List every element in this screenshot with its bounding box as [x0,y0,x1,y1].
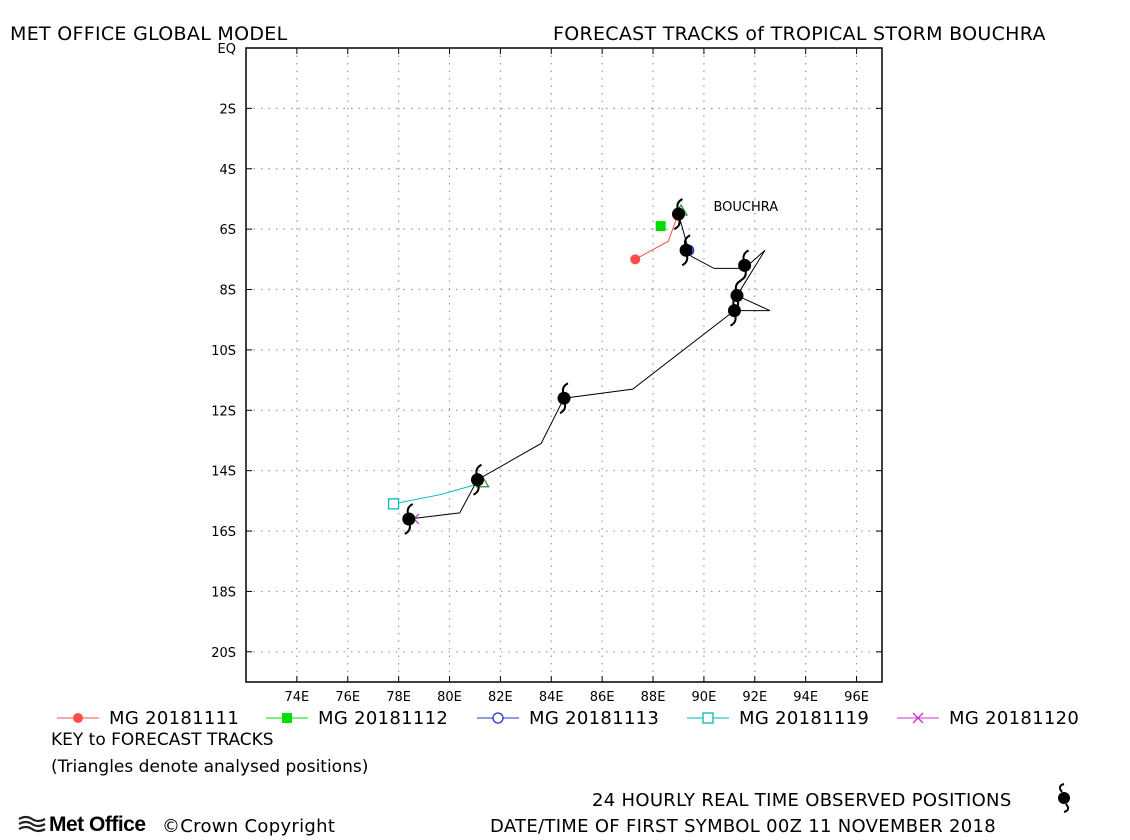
forecast-start-marker [655,221,666,232]
lat-tick-label: 20S [211,646,236,661]
forecast-start-marker [387,498,400,510]
legend-label: MG 20181112 [318,708,449,729]
lat-tick-label: 18S [211,585,236,600]
lon-tick-label: 92E [742,690,767,705]
met-office-logo: Met Office [18,813,146,837]
legend-label: MG 20181113 [529,708,660,729]
observed-track-layer [408,213,771,520]
cyclone-symbol-icon [1058,783,1070,813]
lon-tick-label: 88E [641,690,666,705]
lon-tick-label: 86E [590,690,615,705]
lat-tick-label: 16S [211,525,236,540]
lat-tick-label: 10S [211,344,236,359]
lat-tick-label: 6S [219,223,236,238]
met-office-wave-icon [18,815,46,833]
lon-tick-label: 82E [488,690,513,705]
cyclone-symbol [727,294,741,327]
map-frame [245,47,883,683]
legend-label: MG 20181120 [949,708,1080,729]
lat-tick-label: 4S [219,163,236,178]
first-symbol-date: DATE/TIME OF FIRST SYMBOL 00Z 11 NOVEMBE… [490,816,996,837]
lon-tick-label: 76E [335,690,360,705]
chart-title: FORECAST TRACKS of TROPICAL STORM BOUCHR… [553,23,1046,45]
legend-swatch [687,712,729,724]
cyclone-symbol [557,382,571,415]
cyclone-symbol [402,503,416,535]
forecast-start-marker [630,254,641,265]
lon-tick-label: 74E [284,690,309,705]
lat-tick-label: 8S [219,284,236,299]
lon-tick-label: 90E [692,690,717,705]
lat-tick-label: 12S [211,404,236,419]
legend-swatch [266,713,308,723]
legend-label: MG 20181111 [109,708,240,729]
legend-marker [282,713,292,723]
lon-tick-label: 78E [386,690,411,705]
logo-text: Met Office [49,813,146,836]
legend-label: MG 20181119 [739,708,870,729]
legend-swatch [57,713,99,723]
observed-symbols-layer [402,198,752,535]
legend-swatch [477,712,519,724]
cyclone-symbol [471,463,485,496]
lat-tick-label: EQ [218,42,236,57]
lat-tick-label: 14S [211,465,236,480]
cyclone-symbol [738,249,752,282]
legend-marker [702,712,714,724]
lat-tick-label: 2S [219,102,236,117]
observed-track-line [408,213,771,520]
storm-label: BOUCHRA [713,200,778,215]
legend-marker [912,712,924,724]
copyright: ©Crown Copyright [162,816,336,837]
triangles-note: (Triangles denote analysed positions) [51,757,369,777]
lon-tick-label: 84E [539,690,564,705]
model-title: MET OFFICE GLOBAL MODEL [10,23,288,45]
legend-marker [73,713,83,723]
lon-tick-label: 96E [844,690,869,705]
grid [246,48,882,682]
cyclone-symbol [671,198,685,230]
lon-tick-label: 94E [793,690,818,705]
lon-tick-label: 80E [437,690,462,705]
observed-positions-note: 24 HOURLY REAL TIME OBSERVED POSITIONS [592,790,1012,811]
key-title: KEY to FORECAST TRACKS [51,730,274,750]
legend-swatch [897,712,939,724]
forecast-track-line [393,482,483,505]
legend-marker [492,712,504,724]
cyclone-symbol [679,234,693,267]
axis-ticks: 74E 76E 78E 80E 82E 84E 86E 88E 90E 92E 94E 96E EQ 2S… [211,42,882,705]
